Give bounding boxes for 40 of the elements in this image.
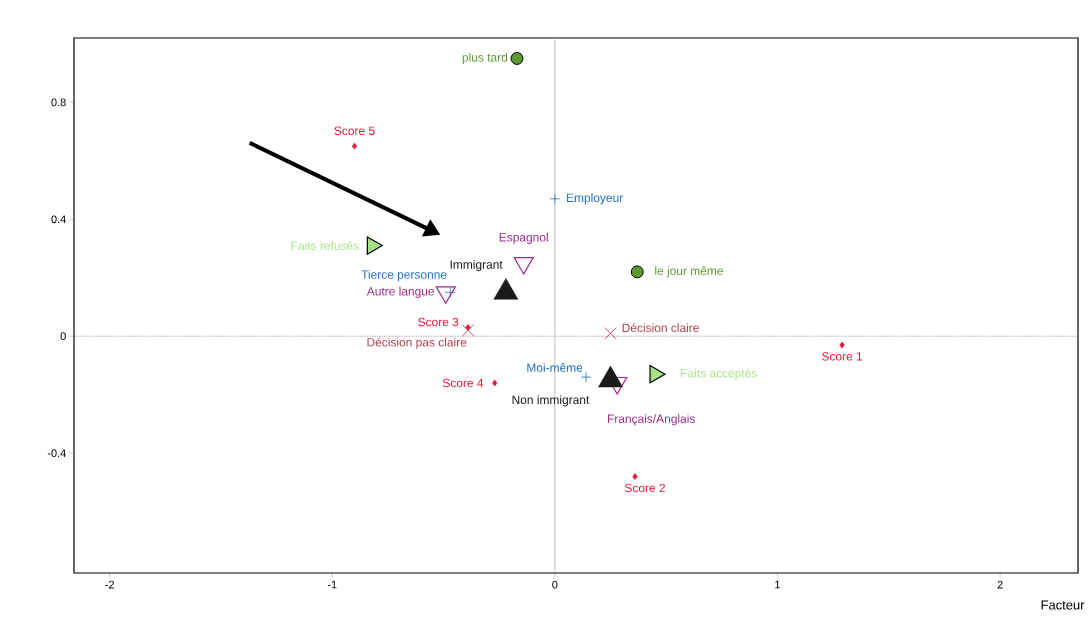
point: [461, 324, 475, 337]
x-tick-label: 2: [997, 580, 1003, 589]
point: [549, 193, 561, 205]
point: [604, 327, 617, 340]
x-tick-label: -2: [105, 580, 114, 589]
point: [630, 265, 644, 279]
series-label: le jour même: [655, 266, 723, 278]
y-tick-label: 0.4: [51, 215, 66, 224]
point: [351, 142, 358, 150]
series-label: Non immigrant: [512, 395, 590, 407]
x-tick-label: -1: [327, 580, 337, 589]
series-label: Employeur: [567, 193, 623, 205]
series-label: Faits refusés: [291, 241, 359, 251]
series-label: Espagnol: [499, 232, 548, 244]
series-label: Immigrant: [450, 260, 503, 272]
point: [492, 379, 498, 387]
series-label: Score 4: [442, 378, 484, 388]
series-label: Score 1: [821, 352, 863, 361]
y-tick-label: 0.8: [51, 98, 66, 107]
x-tick-label: 0: [552, 580, 558, 589]
point: [444, 286, 456, 298]
y-tick-label: -0.4: [47, 449, 66, 458]
series-label: Score 3: [418, 317, 459, 327]
series-label: Autre langue: [366, 286, 435, 298]
point: [580, 371, 592, 383]
series-label: plus tard: [462, 52, 508, 65]
y-tick-label: 0: [60, 332, 66, 341]
x-tick-label: 1: [775, 580, 780, 589]
series-label: Score 2: [624, 483, 665, 493]
series-label: Tierce personne: [361, 270, 447, 282]
point: [510, 51, 524, 65]
point: [839, 341, 845, 349]
series-label: Moi-même: [527, 363, 583, 372]
series-label: Décision claire: [622, 323, 699, 333]
x-axis-title: Facteur: [1041, 600, 1085, 610]
series-label: Français/Anglais: [607, 414, 695, 426]
series-label: Décision pas claire: [367, 337, 467, 349]
series-label: Score 5: [334, 126, 375, 135]
point: [632, 473, 638, 480]
series-label: Faits acceptés: [681, 368, 757, 380]
